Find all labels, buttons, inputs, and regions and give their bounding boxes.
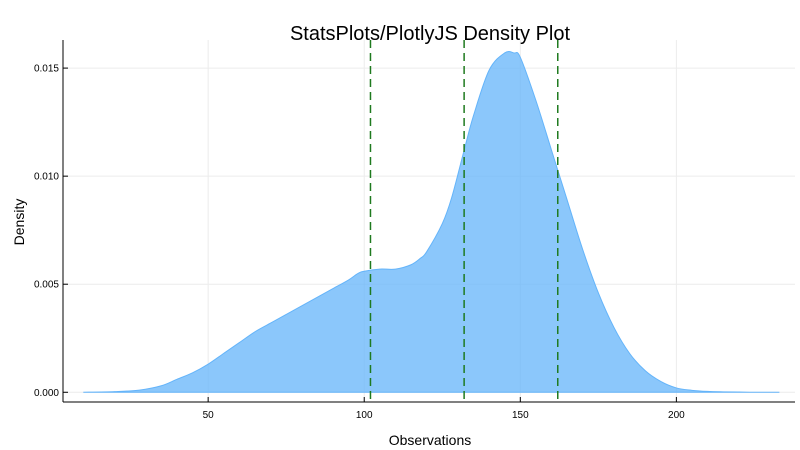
y-tick-label-0.015: 0.015 <box>34 64 59 75</box>
x-tick-label-100: 100 <box>356 410 373 421</box>
y-tick-label-0.000: 0.000 <box>34 388 59 399</box>
chart-title: StatsPlots/PlotlyJS Density Plot <box>290 23 571 45</box>
x-tick-label-50: 50 <box>203 410 215 421</box>
area-layer <box>83 51 780 393</box>
vline-layer <box>369 40 559 402</box>
x-axis-label: Observations <box>389 432 471 448</box>
axis-layer <box>62 40 795 403</box>
x-tick-label-150: 150 <box>512 410 529 421</box>
y-tick-label-0.010: 0.010 <box>34 172 59 183</box>
tick-layer: 50 100 150 200 0.000 0.005 0.010 0.015 <box>34 64 685 421</box>
density-area <box>83 51 780 393</box>
y-axis-label: Density <box>11 199 27 246</box>
x-tick-label-200: 200 <box>668 410 685 421</box>
y-tick-label-0.005: 0.005 <box>34 280 59 291</box>
